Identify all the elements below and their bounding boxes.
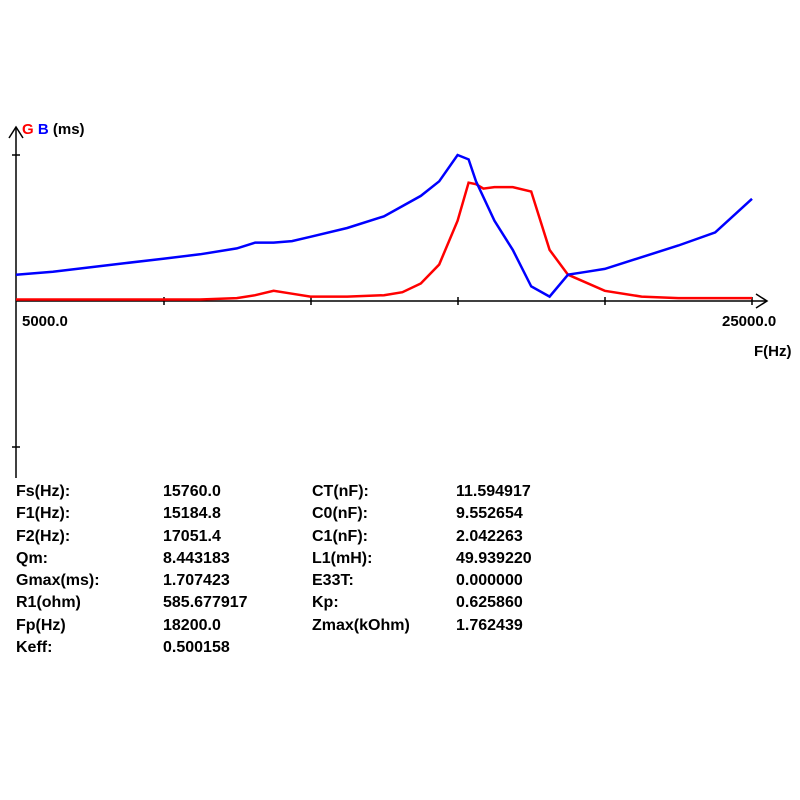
y-axis-title: G B (ms) (22, 121, 85, 138)
param-label: Zmax(kOhm) (312, 616, 410, 634)
param-label: CT(nF): (312, 483, 369, 500)
param-value: 0.500158 (163, 639, 230, 657)
param-value: 0.625860 (456, 594, 523, 612)
param-label: C1(nF): (312, 527, 368, 545)
param-value: 1.762439 (456, 616, 523, 634)
y-ticks (12, 154, 20, 448)
param-value: 0.000000 (456, 572, 523, 590)
param-value: 9.552654 (456, 505, 523, 523)
param-label: Gmax(ms): (16, 572, 100, 590)
x-axis-label: F(Hz) (754, 343, 792, 360)
param-label: F1(Hz): (16, 505, 71, 523)
param-label: Qm: (16, 549, 48, 567)
y-title-g: G (22, 121, 34, 138)
param-value: 15760.0 (163, 483, 221, 500)
param-value: 2.042263 (456, 527, 523, 545)
param-value: 49.939220 (456, 549, 532, 567)
y-title-b: B (37, 121, 49, 138)
param-value: 8.443183 (163, 549, 230, 567)
param-label: R1(ohm) (16, 594, 81, 612)
y-title-unit: (ms) (52, 121, 85, 138)
param-value: 11.594917 (456, 483, 531, 500)
param-value: 17051.4 (163, 527, 221, 545)
param-value: 18200.0 (163, 616, 221, 634)
param-label: F2(Hz): (16, 527, 71, 545)
param-label: Keff: (16, 639, 53, 657)
x-tick-label-min: 5000.0 (22, 313, 68, 330)
x-axis-arrow (755, 293, 769, 309)
x-tick-label-max: 25000.0 (722, 313, 777, 330)
param-label: L1(mH): (312, 549, 373, 567)
param-label: Fp(Hz) (16, 616, 66, 634)
y-axis-arrow (8, 125, 24, 139)
param-value: 1.707423 (163, 572, 230, 590)
param-value: 15184.8 (163, 505, 221, 523)
param-label: Kp: (312, 594, 339, 612)
param-label: E33T: (312, 572, 354, 590)
param-label: Fs(Hz): (16, 483, 71, 500)
impedance-plot (8, 125, 769, 478)
series-b-line (15, 153, 753, 299)
param-value: 585.677917 (163, 594, 248, 612)
param-label: C0(nF): (312, 505, 368, 523)
series-g-line (16, 181, 752, 301)
